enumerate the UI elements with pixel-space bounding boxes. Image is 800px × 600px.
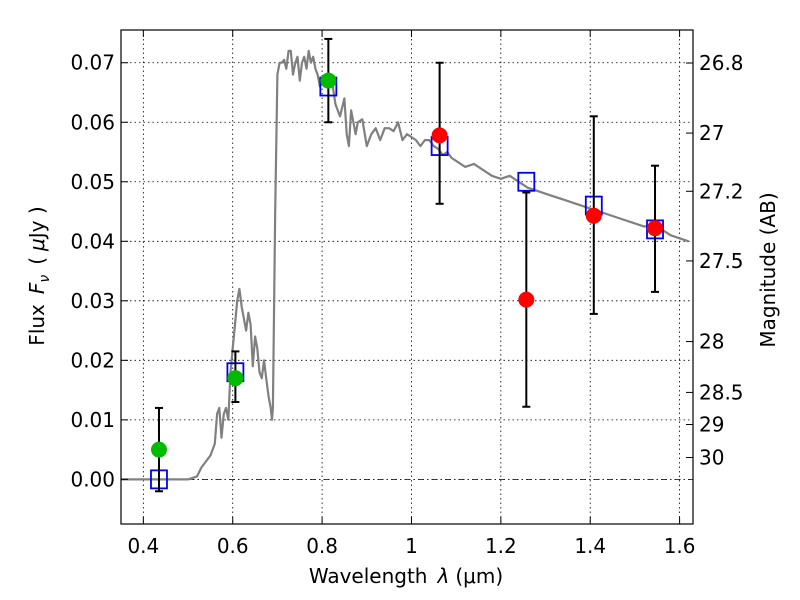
y-tick-label: 0.03 — [70, 289, 115, 313]
data-point — [518, 291, 535, 308]
y2-tick-label: 29 — [699, 412, 724, 436]
y-tick-label: 0.05 — [70, 170, 115, 194]
ticks: 0.4 0.6 0.8 1 1.2 1.4 1.6 0.00 0.01 0.02 0.03 0.04 0… — [70, 30, 744, 558]
y-tick-label: 0.01 — [70, 408, 115, 432]
data-point — [585, 207, 602, 224]
x-tick-label: 0.8 — [306, 534, 338, 558]
data-point — [647, 220, 664, 237]
x-tick-label: 0.4 — [127, 534, 159, 558]
y-tick-label: 0.07 — [70, 51, 115, 75]
y-tick-label: 0.04 — [70, 229, 115, 253]
x-axis-label: Wavelength λ (μm) — [309, 564, 503, 588]
data-point — [150, 441, 167, 458]
data-point — [320, 72, 337, 89]
model-photometry-square — [517, 171, 536, 192]
data-point — [431, 127, 448, 144]
y2-tick-label: 26.8 — [699, 51, 744, 75]
y-axis-label: FluxFν(μJy ) — [25, 206, 53, 345]
x-tick-label: 1 — [405, 534, 418, 558]
y-tick-label: 0.02 — [70, 348, 115, 372]
y2-tick-label: 27.2 — [699, 179, 744, 203]
y2-tick-label: 30 — [699, 446, 724, 470]
x-tick-label: 0.6 — [217, 534, 249, 558]
x-tick-label: 1.4 — [574, 534, 606, 558]
plot-frame — [120, 29, 694, 525]
y2-tick-label: 28 — [699, 330, 724, 354]
x-tick-label: 1.2 — [485, 534, 517, 558]
y2-axis-label: Magnitude (AB) — [756, 192, 780, 347]
x-tick-label: 1.6 — [664, 534, 696, 558]
y2-tick-label: 27 — [699, 121, 724, 145]
y2-tick-label: 27.5 — [699, 249, 744, 273]
data-point — [227, 370, 244, 387]
plot-area — [121, 37, 689, 493]
y2-tick-label: 28.5 — [699, 380, 744, 404]
y-tick-label: 0.06 — [70, 110, 115, 134]
y-tick-label: 0.00 — [70, 467, 115, 491]
